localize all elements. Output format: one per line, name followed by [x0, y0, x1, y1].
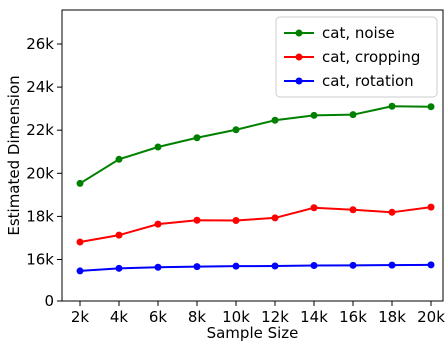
legend-swatch-marker: [295, 29, 303, 37]
data-point: [193, 263, 201, 271]
series-line: [79, 263, 432, 272]
y-tick-label: 16k: [26, 251, 54, 269]
legend-swatch-marker: [295, 77, 303, 85]
data-point: [115, 231, 123, 239]
x-tick-label: 2k: [71, 308, 90, 326]
x-tick-label: 8k: [188, 308, 207, 326]
legend-item: cat, rotation: [284, 72, 414, 90]
y-tick-label: 18k: [26, 207, 54, 225]
data-point: [193, 216, 201, 224]
legend-label: cat, cropping: [322, 48, 420, 66]
series-line: [79, 206, 432, 244]
series-line: [79, 105, 432, 185]
data-point: [154, 263, 162, 271]
y-tick-label: 26k: [26, 35, 54, 53]
data-point: [349, 111, 357, 119]
y-tick-label: 22k: [26, 121, 54, 139]
data-point: [349, 206, 357, 214]
plot-frame: [61, 9, 444, 302]
data-point: [232, 126, 240, 134]
x-tick-label: 18k: [378, 308, 406, 326]
x-axis-title: Sample Size: [207, 324, 299, 342]
legend-box: [275, 16, 438, 98]
y-axis-title: Estimated Dimension: [5, 75, 23, 235]
data-point: [388, 208, 396, 216]
x-tick-label: 14k: [300, 308, 328, 326]
data-point: [76, 267, 84, 275]
data-point: [349, 261, 357, 269]
data-point: [76, 238, 84, 246]
x-tick-label: 6k: [149, 308, 168, 326]
data-point: [427, 203, 435, 211]
data-point: [310, 204, 318, 212]
data-point: [154, 143, 162, 151]
data-point: [388, 261, 396, 269]
x-tick-label: 16k: [339, 308, 367, 326]
data-point: [232, 216, 240, 224]
data-point: [115, 264, 123, 272]
series-2: [76, 261, 435, 275]
data-point: [271, 214, 279, 222]
data-point: [193, 134, 201, 142]
series-0: [76, 102, 435, 187]
data-point: [271, 262, 279, 270]
data-point: [427, 261, 435, 269]
x-tick-label: 20k: [417, 308, 445, 326]
x-tick-label: 4k: [110, 308, 129, 326]
data-point: [271, 116, 279, 124]
data-point: [388, 102, 396, 110]
legend-swatch-marker: [295, 53, 303, 61]
data-point: [310, 111, 318, 119]
y-tick-label: 20k: [26, 164, 54, 182]
legend-label: cat, rotation: [322, 72, 414, 90]
legend-label: cat, noise: [322, 24, 395, 42]
data-point: [310, 262, 318, 270]
data-point: [115, 155, 123, 163]
data-point: [232, 262, 240, 270]
y-tick-label: 24k: [26, 78, 54, 96]
x-tick-label: 10k: [222, 308, 250, 326]
data-point: [427, 103, 435, 111]
legend-item: cat, cropping: [284, 48, 420, 66]
y-tick-label: 0: [44, 292, 54, 310]
data-point: [154, 220, 162, 228]
x-tick-label: 12k: [261, 308, 289, 326]
legend-item: cat, noise: [284, 24, 395, 42]
data-point: [76, 179, 84, 187]
series-1: [76, 203, 435, 246]
